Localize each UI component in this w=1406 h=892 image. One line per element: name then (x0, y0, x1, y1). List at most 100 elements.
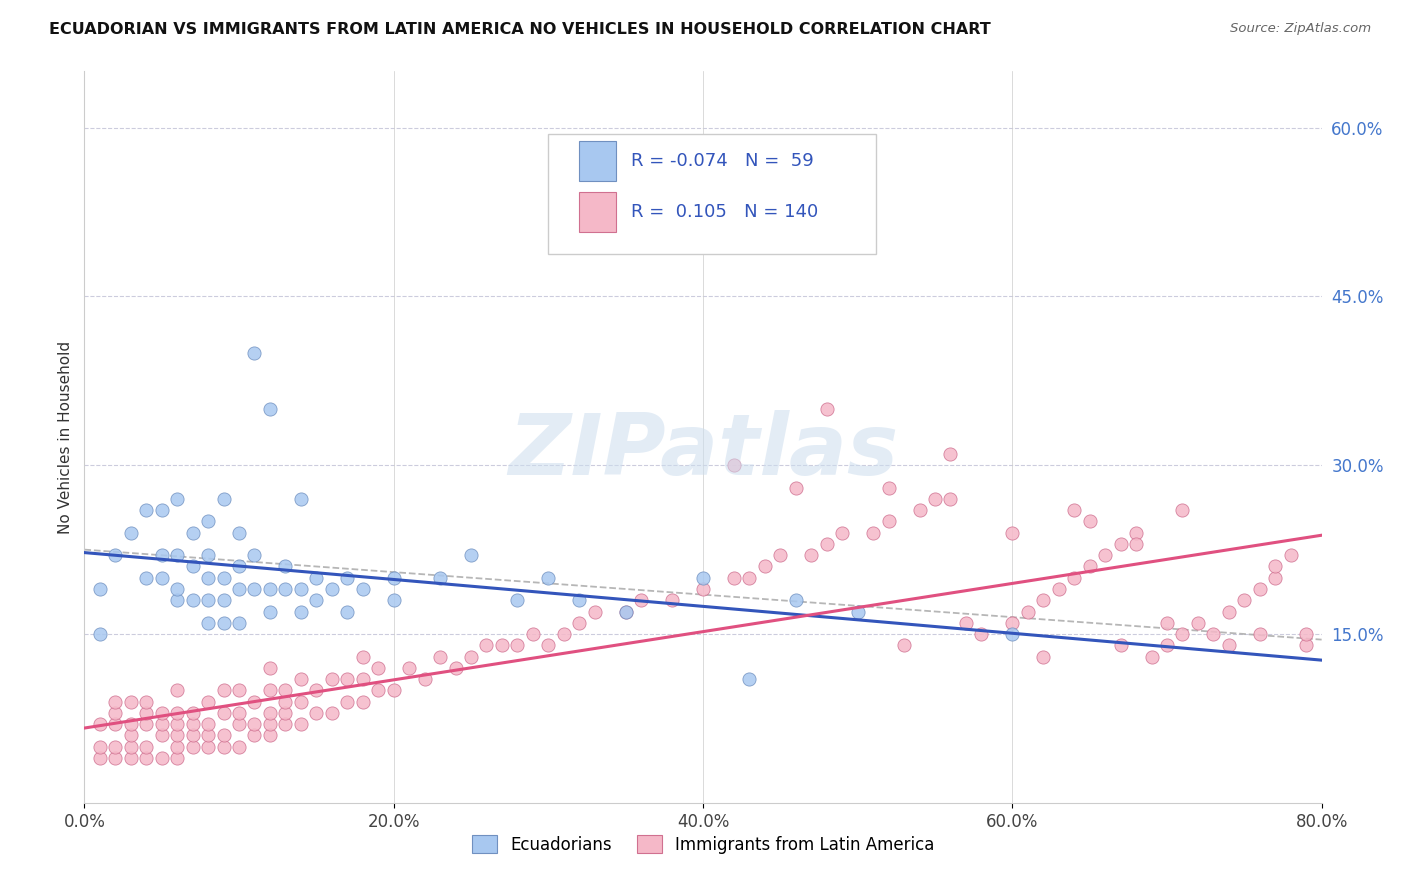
Point (367, 661, 389, 675)
Point (243, 728, 266, 742)
Point (382, 683, 405, 698)
Point (259, 683, 281, 698)
Point (444, 661, 467, 675)
Point (274, 694, 297, 708)
Point (135, 717, 157, 731)
Point (212, 683, 235, 698)
Text: ECUADORIAN VS IMMIGRANTS FROM LATIN AMERICA NO VEHICLES IN HOUSEHOLD CORRELATION: ECUADORIAN VS IMMIGRANTS FROM LATIN AMER… (49, 22, 991, 37)
Point (352, 672, 374, 686)
Point (212, 615, 235, 630)
Point (1218, 605, 1240, 619)
Point (1017, 605, 1039, 619)
Point (166, 717, 188, 731)
Point (367, 683, 389, 698)
Point (800, 548, 823, 562)
Point (135, 694, 157, 708)
Point (166, 593, 188, 607)
Point (1264, 571, 1286, 585)
Point (1295, 638, 1317, 652)
Point (135, 739, 157, 754)
Point (630, 593, 652, 607)
Point (274, 582, 297, 596)
Point (1078, 559, 1101, 574)
Point (259, 401, 281, 416)
Point (243, 345, 266, 359)
Point (135, 751, 157, 765)
Point (429, 571, 451, 585)
Point (754, 559, 776, 574)
Point (1032, 593, 1054, 607)
Point (491, 638, 513, 652)
Point (181, 525, 204, 540)
Point (290, 717, 312, 731)
Point (228, 717, 250, 731)
Point (150, 548, 173, 562)
Point (460, 649, 482, 664)
Point (290, 694, 312, 708)
Point (290, 491, 312, 506)
Point (1001, 525, 1024, 540)
Point (181, 717, 204, 731)
Point (382, 593, 405, 607)
Point (150, 503, 173, 517)
Point (568, 615, 591, 630)
Point (181, 728, 204, 742)
Point (259, 728, 281, 742)
Point (104, 706, 127, 720)
Point (212, 593, 235, 607)
Point (212, 491, 235, 506)
Point (89, 627, 111, 641)
Point (104, 717, 127, 731)
Point (1264, 559, 1286, 574)
Point (877, 481, 900, 495)
Point (924, 491, 946, 506)
Point (197, 593, 219, 607)
Point (274, 683, 297, 698)
Point (1233, 593, 1256, 607)
Point (1171, 627, 1194, 641)
Point (939, 447, 962, 461)
Point (352, 649, 374, 664)
Point (1171, 503, 1194, 517)
Point (228, 615, 250, 630)
Point (955, 615, 977, 630)
Point (104, 694, 127, 708)
Point (104, 751, 127, 765)
Point (166, 491, 188, 506)
Point (382, 571, 405, 585)
Point (135, 571, 157, 585)
Point (336, 694, 359, 708)
Point (274, 559, 297, 574)
Point (259, 582, 281, 596)
Point (120, 751, 142, 765)
Point (259, 717, 281, 731)
Point (89, 582, 111, 596)
Point (228, 706, 250, 720)
Point (104, 739, 127, 754)
Point (769, 548, 792, 562)
FancyBboxPatch shape (579, 192, 616, 232)
Point (692, 571, 714, 585)
Point (506, 638, 529, 652)
Point (89, 739, 111, 754)
Point (352, 582, 374, 596)
Point (723, 571, 745, 585)
Point (166, 739, 188, 754)
Point (120, 717, 142, 731)
Point (862, 525, 884, 540)
Point (150, 717, 173, 731)
Point (614, 605, 637, 619)
Point (181, 559, 204, 574)
Point (181, 739, 204, 754)
Point (1078, 515, 1101, 529)
Point (290, 605, 312, 619)
Point (1156, 615, 1178, 630)
Point (243, 717, 266, 731)
Point (135, 503, 157, 517)
Point (537, 571, 560, 585)
Point (1218, 638, 1240, 652)
Point (336, 672, 359, 686)
Point (583, 605, 606, 619)
Point (228, 525, 250, 540)
Point (537, 638, 560, 652)
